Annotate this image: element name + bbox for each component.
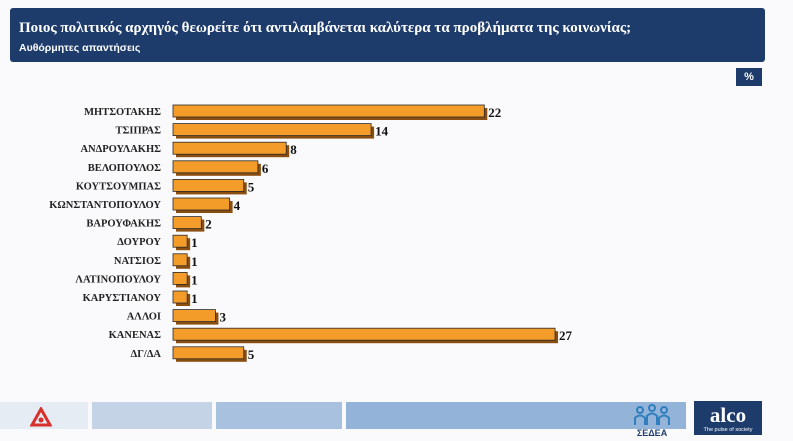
category-label: ΚΑΝΕΝΑΣ	[109, 330, 162, 341]
bar	[172, 253, 188, 267]
category-label: ΜΗΤΣΟΤΑΚΗΣ	[84, 107, 161, 118]
value-label: 1	[191, 272, 198, 287]
value-label: 27	[559, 328, 573, 343]
channel-logo-icon	[30, 407, 52, 427]
bar	[172, 290, 188, 304]
people-group-icon	[634, 404, 670, 425]
bar	[172, 141, 287, 155]
value-label: 1	[191, 254, 198, 269]
value-label: 5	[248, 347, 255, 362]
category-label: ΤΣΙΠΡΑΣ	[116, 126, 162, 137]
sedea-label: ΣΕΔΕΑ	[636, 428, 668, 438]
category-label: ΒΕΛΟΠΟΥΛΟΣ	[88, 163, 161, 174]
value-label: 6	[262, 161, 269, 176]
value-label: 8	[290, 142, 297, 157]
category-label: ΑΛΛΟΙ	[127, 312, 161, 323]
footer-box	[216, 402, 342, 429]
category-label: ΔΟΥΡΟΥ	[117, 237, 161, 248]
footer-bar	[0, 397, 793, 441]
bar	[172, 271, 188, 285]
bar	[172, 234, 188, 248]
category-label: ΝΑΤΣΙΟΣ	[114, 256, 161, 267]
bar	[172, 327, 556, 341]
alco-tagline: The pulse of society	[703, 427, 753, 433]
bar	[172, 123, 372, 136]
unit-badge: %	[736, 68, 762, 86]
category-label: ΒΑΡΟΥΦΑΚΗΣ	[86, 219, 161, 230]
value-label: 4	[234, 198, 241, 213]
bar	[172, 346, 245, 360]
footer-box	[92, 402, 212, 429]
bar	[172, 178, 245, 192]
bar	[172, 197, 230, 211]
chart-title: Ποιος πολιτικός αρχηγός θεωρείτε ότι αντ…	[19, 20, 632, 36]
value-label: 1	[191, 235, 198, 250]
category-label: ΚΟΥΤΣΟΥΜΠΑΣ	[76, 181, 161, 192]
sedea-logo: ΣΕΔΕΑ	[630, 403, 674, 439]
alco-logo: alco The pulse of society	[694, 401, 762, 435]
value-label: 22	[488, 105, 501, 120]
category-label: ΚΑΡΥΣΤΙΑΝΟΥ	[83, 293, 162, 304]
value-label: 2	[205, 217, 212, 232]
bar	[172, 216, 202, 230]
category-label: ΚΩΝΣΤΑΝΤΟΠΟΥΛΟΥ	[49, 200, 161, 211]
category-label: ΑΝΔΡΟΥΛΑΚΗΣ	[80, 144, 161, 155]
value-label: 5	[248, 179, 255, 194]
bar	[172, 309, 216, 323]
chart-header: Ποιος πολιτικός αρχηγός θεωρείτε ότι αντ…	[10, 8, 765, 62]
chart-subtitle: Αυθόρμητες απαντήσεις	[19, 42, 141, 54]
value-label: 1	[191, 291, 198, 306]
category-label: ΔΓ/ΔΑ	[131, 349, 162, 360]
value-label: 14	[375, 124, 389, 139]
category-label: ΛΑΤΙΝΟΠΟΥΛΟΥ	[75, 274, 161, 285]
footer-box	[346, 402, 686, 429]
bar	[172, 104, 485, 118]
value-label: 3	[219, 310, 226, 325]
alco-name: alco	[709, 403, 747, 427]
bar	[172, 160, 259, 174]
